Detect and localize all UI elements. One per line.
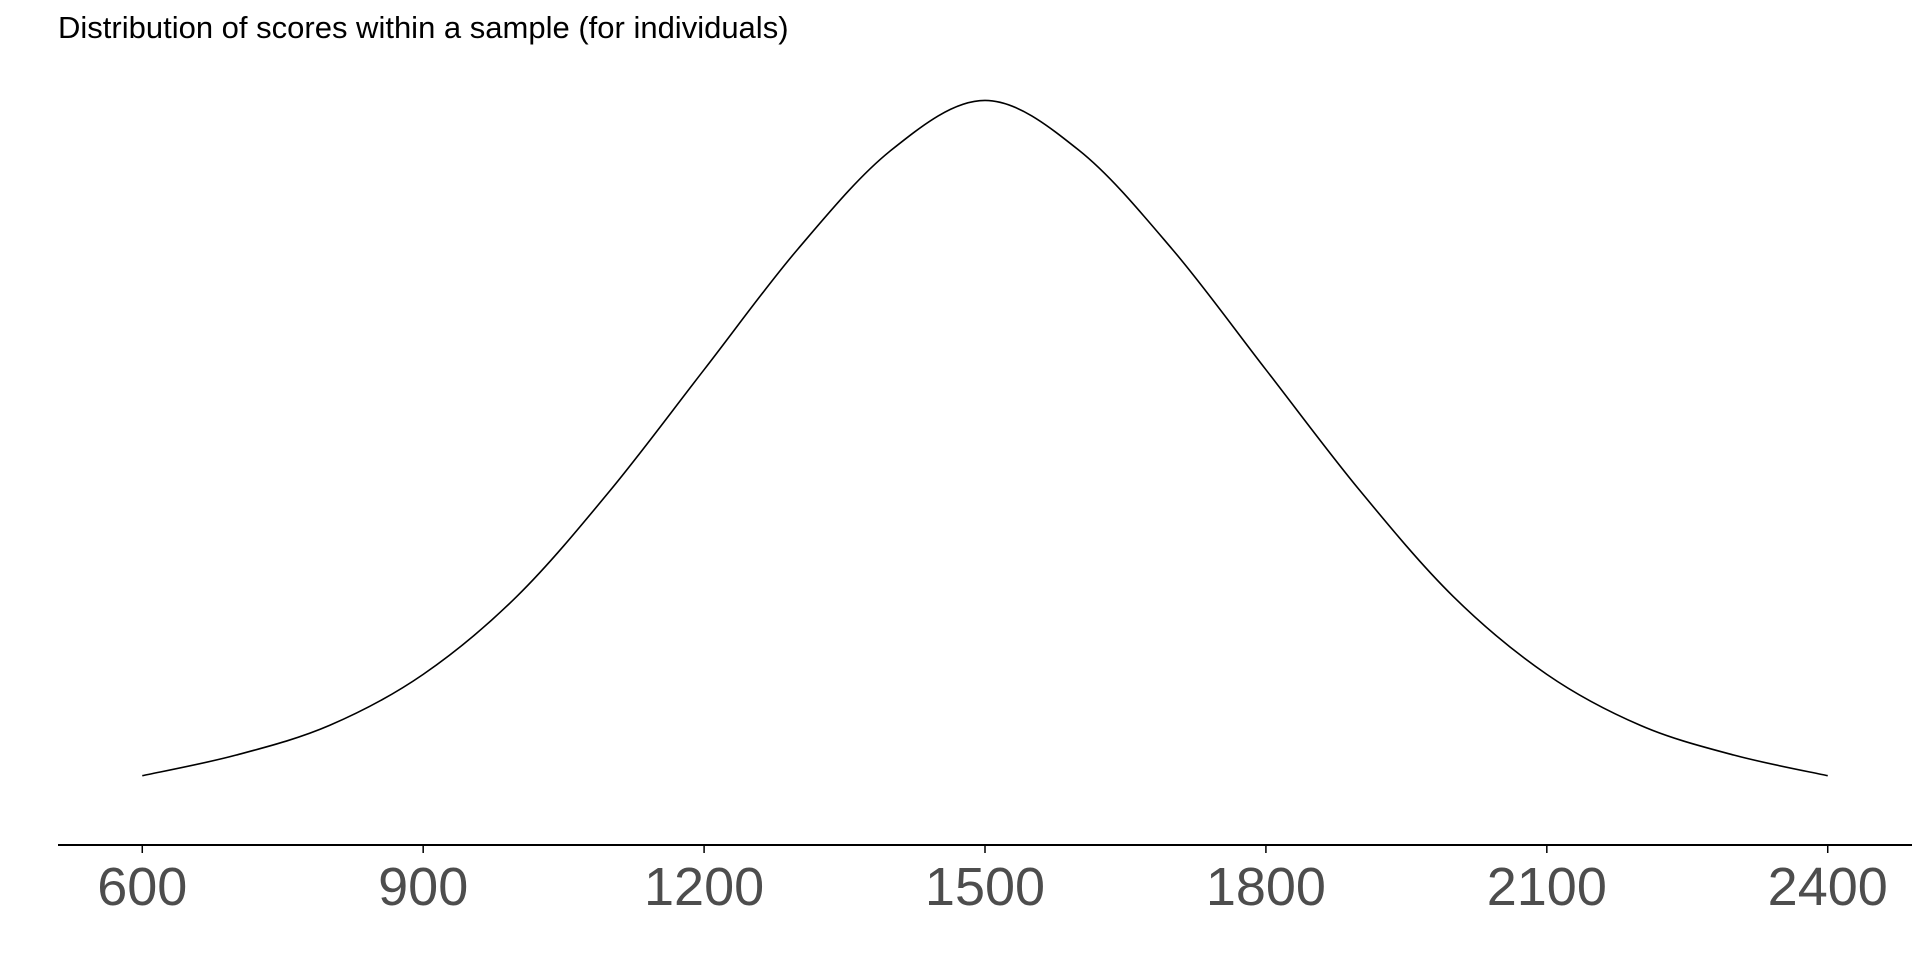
density-curve-0 xyxy=(142,99,1828,777)
x-tick-label: 1200 xyxy=(644,857,764,917)
x-tick-label: 1500 xyxy=(925,857,1045,917)
x-axis-ticks: 600 900 1200 1500 1800 2100 2400 xyxy=(97,845,1888,917)
x-tick-label: 600 xyxy=(97,857,187,917)
x-tick-label: 2400 xyxy=(1768,857,1888,917)
series-layer xyxy=(142,99,1828,777)
chart-title: Distribution of scores within a sample (… xyxy=(58,10,789,45)
x-tick-label: 900 xyxy=(378,857,468,917)
x-tick-label: 1800 xyxy=(1206,857,1326,917)
x-tick-label: 2100 xyxy=(1487,857,1607,917)
